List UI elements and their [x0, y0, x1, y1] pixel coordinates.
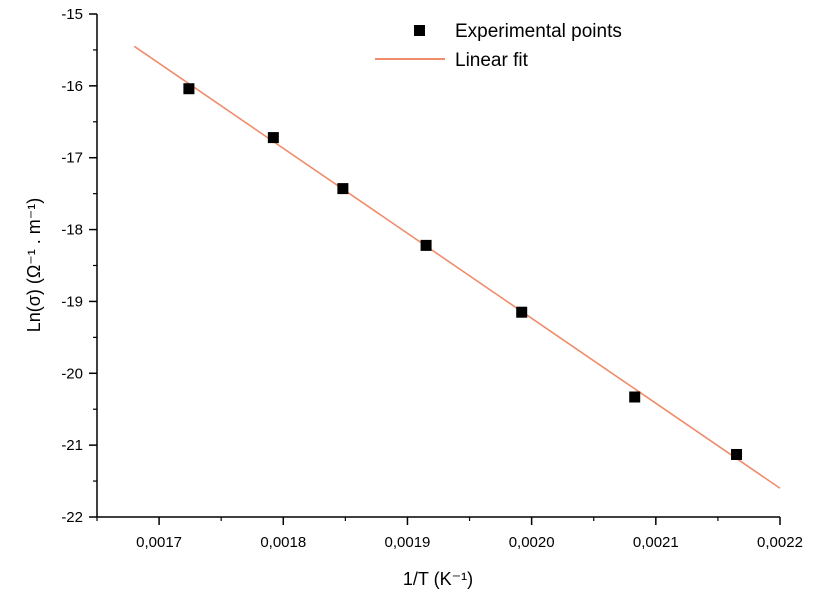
- ticks: -15 -16 -17 -18 -19 -20 -21 -22 0,0017 0,0018 0,00…: [61, 6, 803, 551]
- data-point: [516, 306, 528, 318]
- y-tick-label: -16: [61, 78, 83, 95]
- linear-fit-line: [133, 45, 781, 489]
- x-tick-label: 0,0018: [260, 534, 306, 551]
- y-tick-label: -19: [61, 293, 83, 310]
- legend-label-linear-fit: Linear fit: [455, 50, 529, 71]
- fit-layer: [133, 45, 781, 489]
- x-tick-label: 0,0017: [136, 534, 182, 551]
- y-tick-label: -17: [61, 150, 83, 167]
- data-point: [731, 448, 743, 460]
- data-point: [629, 391, 641, 403]
- legend-marker-experimental-points: [414, 25, 425, 36]
- y-tick-label: -15: [61, 6, 83, 23]
- y-tick-label: -18: [61, 222, 83, 239]
- points-layer: [183, 83, 743, 460]
- legend-label-experimental-points: Experimental points: [455, 21, 622, 42]
- x-tick-label: 0,0019: [385, 534, 431, 551]
- plot-frame: [96, 14, 780, 518]
- data-point: [420, 239, 432, 251]
- x-tick-label: 0,0020: [509, 534, 555, 551]
- legend-box: [365, 14, 688, 76]
- y-tick-label: -20: [61, 365, 83, 382]
- x-axis-title: 1/T (K⁻¹): [403, 569, 473, 589]
- data-point: [183, 83, 195, 95]
- legend: Experimental points Linear fit: [365, 14, 688, 76]
- data-point: [337, 183, 349, 195]
- y-axis-title: Ln(σ) (Ω⁻¹ . m⁻¹): [24, 198, 44, 333]
- x-tick-label: 0,0021: [633, 534, 679, 551]
- x-tick-label: 0,0022: [757, 534, 803, 551]
- y-tick-label: -22: [61, 509, 83, 526]
- data-point: [267, 132, 279, 144]
- y-tick-label: -21: [61, 437, 83, 454]
